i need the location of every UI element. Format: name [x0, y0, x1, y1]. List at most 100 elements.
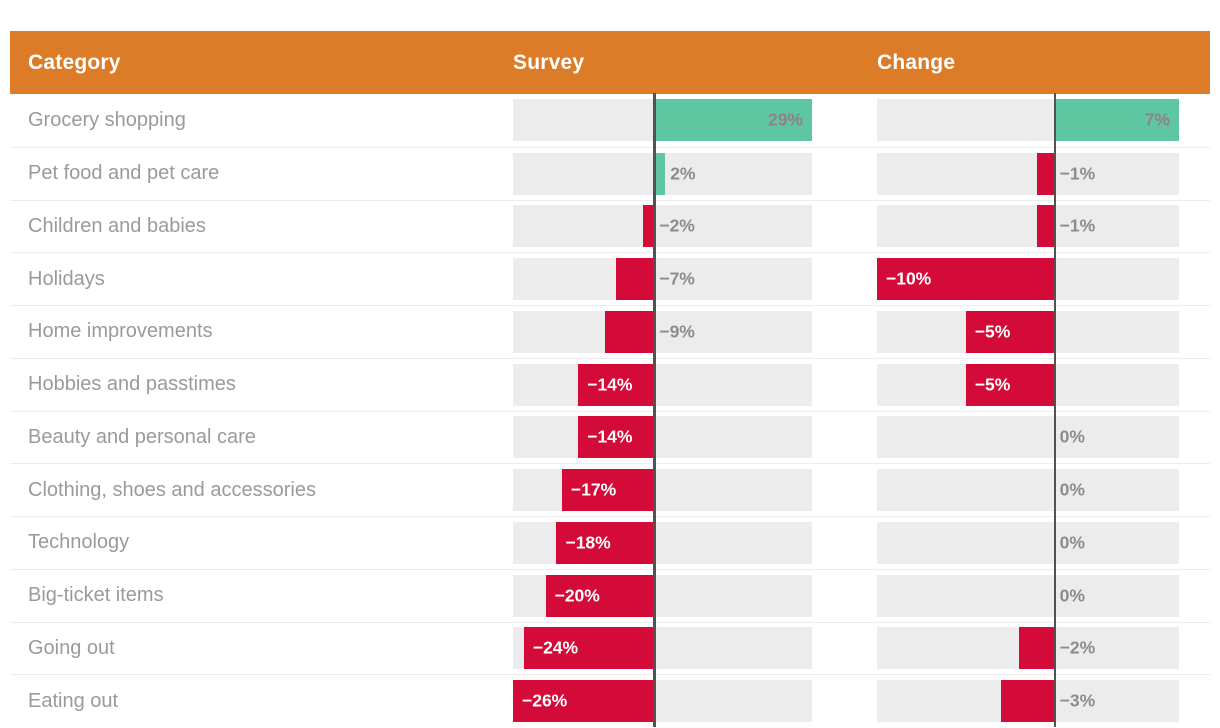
table-row: Holidays −7% −10%: [10, 252, 1210, 305]
category-cell: Going out: [10, 623, 513, 675]
column-gap: [812, 675, 877, 727]
survey-zero-axis: [653, 621, 656, 675]
survey-bar-cell: −2%: [513, 199, 812, 253]
change-bar-cell: 0%: [877, 516, 1179, 569]
change-value-label: 0%: [1059, 585, 1085, 606]
survey-bar-cell: −20%: [513, 568, 812, 622]
change-bar-cell: 0%: [877, 568, 1179, 622]
change-bar-track: [877, 469, 1179, 512]
category-cell: Grocery shopping: [10, 94, 513, 147]
column-gap: [812, 570, 877, 622]
category-cell: Pet food and pet care: [10, 148, 513, 200]
change-value-label: −1%: [1059, 215, 1096, 236]
change-zero-axis: [1053, 568, 1057, 622]
column-gap: [812, 253, 877, 305]
category-label: Grocery shopping: [28, 108, 186, 131]
category-cell: Clothing, shoes and accessories: [10, 464, 513, 516]
table-row: Grocery shopping 29% 7%: [10, 93, 1210, 147]
column-gap: [812, 464, 877, 516]
change-bar-cell: −1%: [877, 199, 1179, 253]
change-bar: [1001, 680, 1055, 723]
table-row: Home improvements −9% −5%: [10, 305, 1210, 358]
category-spending-table: Category Survey Change Grocery shopping …: [10, 31, 1210, 727]
change-bar-cell: −5%: [877, 305, 1179, 358]
header-category: Category: [28, 50, 121, 74]
survey-bar-cell: −14%: [513, 357, 812, 411]
table-row: Eating out −26% −3%: [10, 674, 1210, 727]
change-bar-track: [877, 205, 1179, 248]
survey-bar-cell: −18%: [513, 516, 812, 569]
change-bar: [1019, 627, 1055, 670]
category-label: Going out: [28, 636, 115, 659]
survey-value-label: −14%: [587, 374, 633, 395]
survey-bar-track: [513, 205, 812, 248]
change-bar-cell: 7%: [877, 93, 1179, 147]
table-row: Clothing, shoes and accessories −17% 0%: [10, 463, 1210, 516]
survey-bar: [561, 469, 655, 512]
change-zero-axis: [1053, 146, 1057, 200]
column-gap: [812, 201, 877, 253]
change-zero-axis: [1053, 357, 1057, 411]
column-gap: [812, 623, 877, 675]
change-bar: [1036, 205, 1055, 248]
survey-bar: [578, 416, 655, 459]
survey-bar-cell: 29%: [513, 93, 812, 147]
table-row: Beauty and personal care −14% 0%: [10, 410, 1210, 464]
change-zero-axis: [1053, 674, 1057, 727]
change-value-label: −5%: [974, 374, 1011, 395]
survey-bar-cell: −7%: [513, 252, 812, 305]
table-row: Pet food and pet care 2% −1%: [10, 146, 1210, 200]
survey-zero-axis: [653, 146, 656, 200]
category-cell: Big-ticket items: [10, 570, 513, 622]
change-bar: [877, 258, 1055, 301]
survey-bar-cell: −24%: [513, 621, 812, 675]
category-cell: Holidays: [10, 253, 513, 305]
survey-value-label: 29%: [767, 109, 803, 130]
change-value-label: −3%: [1059, 690, 1096, 711]
table-row: Children and babies −2% −1%: [10, 199, 1210, 253]
survey-bar-track: [513, 258, 812, 301]
survey-value-label: −20%: [554, 585, 600, 606]
survey-value-label: −18%: [565, 532, 611, 553]
change-bar-track: [877, 521, 1179, 564]
survey-bar: [616, 258, 655, 301]
survey-bar: [545, 574, 655, 617]
survey-bar: [605, 310, 655, 353]
survey-bar: [654, 99, 812, 142]
column-gap: [812, 517, 877, 569]
category-label: Children and babies: [28, 214, 206, 237]
column-gap: [812, 94, 877, 147]
change-value-label: 0%: [1059, 532, 1085, 553]
category-label: Holidays: [28, 267, 105, 290]
survey-bar: [513, 680, 655, 723]
survey-bar-cell: −17%: [513, 463, 812, 516]
table-body: Grocery shopping 29% 7% Pet food and pet…: [10, 93, 1210, 727]
change-bar-cell: 0%: [877, 410, 1179, 464]
change-zero-axis: [1053, 199, 1057, 253]
survey-value-label: −17%: [570, 479, 617, 500]
table-row: Technology −18% 0%: [10, 516, 1210, 569]
change-zero-axis: [1053, 621, 1057, 675]
change-value-label: −5%: [974, 321, 1011, 342]
change-zero-axis: [1053, 93, 1057, 147]
category-cell: Home improvements: [10, 306, 513, 358]
survey-bar-track: [513, 310, 812, 353]
change-bar-cell: −1%: [877, 146, 1179, 200]
category-cell: Beauty and personal care: [10, 412, 513, 464]
table-header: Category Survey Change: [10, 31, 1210, 94]
category-label: Home improvements: [28, 320, 213, 343]
survey-zero-axis: [653, 199, 656, 253]
change-bar-cell: −5%: [877, 357, 1179, 411]
change-bar-cell: −3%: [877, 674, 1179, 727]
survey-bar: [578, 363, 655, 406]
survey-bar-track: [513, 469, 812, 512]
change-bar-cell: −2%: [877, 621, 1179, 675]
change-zero-axis: [1053, 305, 1057, 358]
survey-value-label: −26%: [522, 690, 568, 711]
survey-bar-track: [513, 416, 812, 459]
category-label: Technology: [28, 531, 130, 554]
change-value-label: 0%: [1059, 479, 1085, 500]
category-label: Pet food and pet care: [28, 162, 220, 185]
survey-value-label: −7%: [659, 268, 695, 289]
survey-zero-axis: [653, 410, 656, 464]
